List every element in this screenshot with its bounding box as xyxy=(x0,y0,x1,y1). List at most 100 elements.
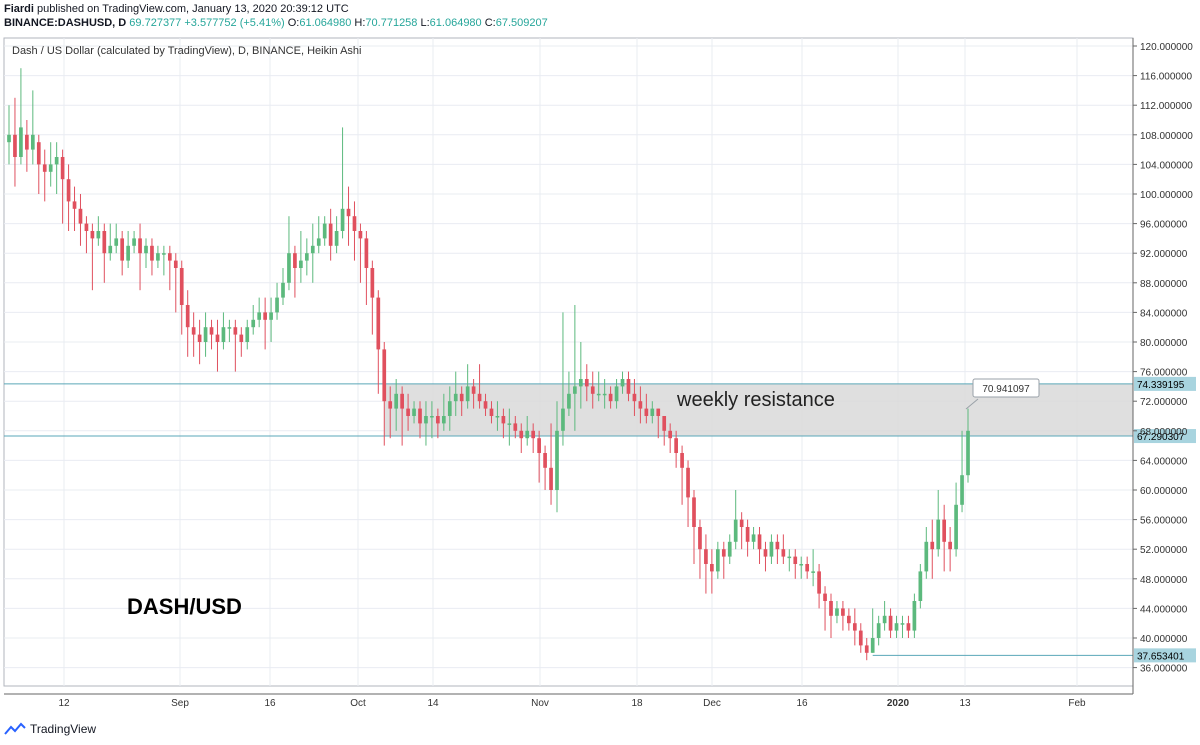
candle-body xyxy=(614,386,619,402)
candle-body xyxy=(310,245,315,254)
candle-body xyxy=(590,386,595,394)
candle-body xyxy=(769,541,774,557)
y-tick-label: 116.000000 xyxy=(1140,72,1193,83)
candle-body xyxy=(340,208,345,231)
price-callout[interactable]: 70.941097 xyxy=(965,378,1040,410)
candle-body xyxy=(841,608,845,616)
candle-body xyxy=(227,327,232,329)
candle-body xyxy=(733,519,738,542)
tradingview-footer[interactable]: TradingView xyxy=(4,722,96,736)
price-label: 74.339195 xyxy=(1137,380,1185,391)
candle-body xyxy=(477,393,482,402)
candle-body xyxy=(215,334,220,342)
candle-body xyxy=(638,401,643,409)
candle-body xyxy=(531,430,536,439)
candle-body xyxy=(710,564,714,572)
x-tick-label: 2020 xyxy=(887,698,910,709)
candle-body xyxy=(84,223,89,231)
candle-body xyxy=(126,245,130,261)
candle-body xyxy=(567,393,571,409)
candle-body xyxy=(406,408,410,416)
candle-body xyxy=(775,541,780,550)
candle-body xyxy=(19,127,23,157)
candle-body xyxy=(13,134,17,157)
candle-body xyxy=(78,208,83,224)
candle-body xyxy=(197,334,202,342)
candle-body xyxy=(7,134,11,143)
candle-body xyxy=(704,549,708,564)
publish-info: Fiardi published on TradingView.com, Jan… xyxy=(4,3,349,15)
zone-label: weekly resistance xyxy=(676,389,835,411)
candle-body xyxy=(584,379,589,387)
y-tick-label: 92.000000 xyxy=(1140,249,1188,260)
candle-body xyxy=(626,379,631,394)
candle-body xyxy=(960,475,964,505)
open-value: 61.064980 xyxy=(299,17,352,29)
candle-body xyxy=(507,423,512,425)
candle-body xyxy=(596,393,601,396)
x-tick-label: 12 xyxy=(58,698,70,709)
candle-body xyxy=(424,416,428,424)
close-value: 67.509207 xyxy=(495,17,548,29)
candle-body xyxy=(90,231,95,239)
candle-body xyxy=(203,327,208,342)
close-label: C: xyxy=(484,17,496,29)
candle-body xyxy=(656,408,661,416)
candle-body xyxy=(120,238,125,261)
candle-body xyxy=(370,268,375,298)
candle-body xyxy=(150,245,154,261)
y-tick-label: 100.000000 xyxy=(1140,190,1193,201)
candle-body xyxy=(578,379,583,387)
low-label: L: xyxy=(420,17,430,29)
candle-body xyxy=(233,327,238,335)
candle-body xyxy=(632,393,637,402)
candle-body xyxy=(132,238,136,246)
candle-body xyxy=(912,601,917,631)
candle-body xyxy=(692,497,696,527)
candle-body xyxy=(835,608,839,616)
candle-body xyxy=(173,260,178,268)
candle-body xyxy=(799,564,804,566)
x-tick-label: 13 xyxy=(959,698,971,709)
candle-body xyxy=(364,238,369,268)
candle-body xyxy=(447,401,452,416)
candle-body xyxy=(876,623,881,638)
y-tick-label: 44.000000 xyxy=(1140,604,1188,615)
candle-body xyxy=(823,593,827,601)
high-value: 70.771258 xyxy=(365,17,418,29)
candle-body xyxy=(459,393,464,402)
candle-body xyxy=(471,386,476,394)
chart-grid xyxy=(3,37,1134,687)
candle-body xyxy=(394,393,399,409)
candle-body xyxy=(668,430,673,439)
candle-body xyxy=(245,327,250,342)
price-label: 37.653401 xyxy=(1137,651,1185,662)
callout-text: 70.941097 xyxy=(982,384,1030,395)
candle-body xyxy=(376,297,381,350)
open-label: O: xyxy=(287,17,300,29)
candle-body xyxy=(453,393,458,402)
y-tick-label: 120.000000 xyxy=(1140,42,1193,53)
candle-body xyxy=(156,253,160,261)
candle-body xyxy=(465,386,470,402)
candle-body xyxy=(680,453,684,468)
candle-body xyxy=(60,157,65,180)
candle-body xyxy=(644,408,649,416)
publisher-name[interactable]: Fiardi xyxy=(4,3,34,15)
x-tick-label: 16 xyxy=(796,698,808,709)
price-label-bg xyxy=(1134,376,1196,391)
candle-body xyxy=(441,416,446,424)
candle-body xyxy=(322,223,327,239)
candle-body xyxy=(185,305,190,328)
candle-body xyxy=(108,245,113,254)
y-tick-label: 84.000000 xyxy=(1140,308,1188,319)
candle-body xyxy=(537,438,541,453)
candle-body xyxy=(894,623,899,631)
ohlc-bar: BINANCE:DASHUSD, D 69.727377 +3.577752 (… xyxy=(4,17,548,29)
candle-body xyxy=(793,556,798,564)
candle-body xyxy=(138,238,142,254)
high-label: H: xyxy=(354,17,366,29)
candle-body xyxy=(352,216,357,231)
y-tick-label: 80.000000 xyxy=(1140,338,1188,349)
